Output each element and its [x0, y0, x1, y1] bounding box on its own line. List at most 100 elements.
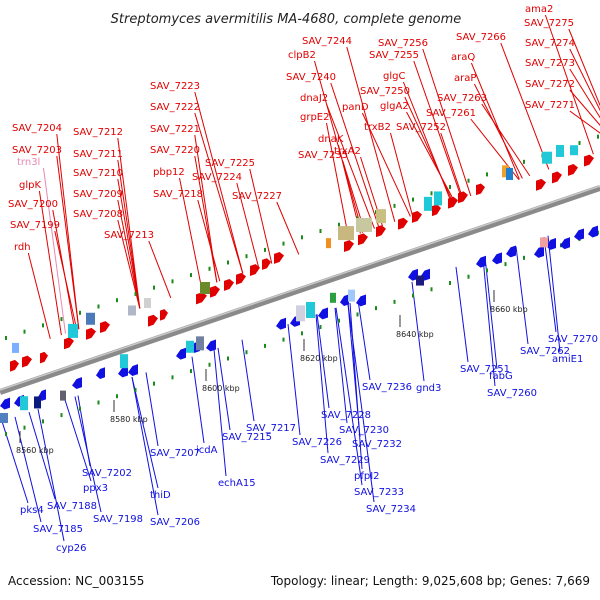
gene-label-cyp26: cyp26	[56, 543, 87, 554]
leader-rdh	[27, 252, 51, 340]
leader-sav_7230	[334, 308, 348, 424]
forward-gene-arrow	[448, 196, 458, 209]
leader-sav_7213	[148, 240, 172, 299]
reverse-gene-arrow	[476, 255, 486, 268]
leader-glpk	[38, 190, 62, 336]
tick-dot	[153, 381, 155, 386]
gene-block	[416, 275, 424, 286]
leader-glgc	[402, 81, 452, 203]
gene-label-sav_7261: SAV_7261	[426, 108, 476, 119]
reverse-gene-arrow	[176, 347, 186, 360]
tick-label: 8600 kbp	[202, 384, 240, 393]
gene-label-sav_7275: SAV_7275	[524, 18, 574, 29]
leader-sav_7272	[569, 89, 600, 126]
tick-dot	[134, 387, 137, 392]
gene-label-sav_7217: SAV_7217	[246, 423, 296, 434]
tick-dot	[134, 291, 137, 296]
forward-gene-arrow	[262, 258, 271, 270]
forward-gene-arrow	[86, 327, 96, 340]
forward-gene-arrow	[40, 351, 48, 364]
gene-label-sav_7210: SAV_7210	[73, 168, 123, 179]
gene-label-glgc: glgC	[383, 71, 405, 82]
gene-label-sav_7232: SAV_7232	[352, 439, 402, 450]
gene-label-sav_7221: SAV_7221	[150, 124, 200, 135]
leader-sav_7226	[287, 324, 301, 436]
gene-label-sav_7215: SAV_7215	[222, 432, 272, 443]
leader-sav_7215	[217, 347, 231, 431]
reverse-gene-arrow	[534, 246, 544, 258]
tick-dot	[5, 335, 7, 340]
tick-dot	[97, 400, 100, 405]
gene-label-sav_7202: SAV_7202	[82, 468, 132, 479]
leader-pand	[361, 112, 411, 217]
gene-label-sav_7250: SAV_7250	[360, 86, 410, 97]
gene-label-sav_7188: SAV_7188	[47, 501, 97, 512]
reverse-gene-arrow	[340, 294, 349, 307]
reverse-gene-arrow	[318, 307, 328, 320]
reverse-gene-arrow	[72, 377, 82, 389]
leader-sav_7263	[481, 103, 531, 177]
gene-label-fabg: fabG	[489, 371, 513, 382]
tick-dot	[338, 222, 340, 227]
leader-araq	[470, 62, 520, 180]
gene-label-sav_7230: SAV_7230	[339, 425, 389, 436]
tick-dot	[319, 229, 322, 234]
gene-label-sav_7226: SAV_7226	[292, 437, 342, 448]
leader-sav_7224	[236, 182, 260, 269]
forward-gene-arrow	[458, 191, 468, 204]
gene-label-trxb2: trxB2	[364, 122, 391, 133]
gene-label-trxa2: trxA2	[334, 146, 361, 157]
gene-label-sav_7222: SAV_7222	[150, 102, 200, 113]
accession-text: Accession: NC_003155	[8, 574, 144, 588]
leader-sav_7244	[346, 46, 396, 222]
gene-label-glpk: glpK	[19, 180, 41, 191]
leader-sav_7251	[455, 266, 469, 363]
leader-sav_7188	[28, 411, 56, 500]
leader-sav_7274	[569, 48, 600, 112]
tick-dot	[282, 241, 285, 246]
tick-dot	[190, 369, 192, 374]
gene-label-sav_7271: SAV_7271	[525, 100, 575, 111]
leader-sav_7198	[74, 396, 102, 513]
forward-gene-arrow	[100, 321, 110, 333]
gene-label-sav_7209: SAV_7209	[73, 189, 123, 200]
leader-gnd3	[411, 281, 425, 382]
forward-gene-arrow	[552, 171, 562, 184]
gene-label-sav_7227: SAV_7227	[232, 191, 282, 202]
forward-gene-arrow	[536, 178, 546, 191]
tick-dot	[393, 203, 396, 208]
gene-label-sav_7213: SAV_7213	[104, 230, 154, 241]
tick-dot	[79, 406, 81, 411]
tick-dot	[486, 172, 488, 177]
leader-sav_7206	[131, 377, 159, 516]
reverse-gene-arrow	[492, 252, 502, 265]
tick-dot	[42, 323, 44, 328]
tick-dot	[523, 159, 525, 164]
leader-sav_7236	[357, 300, 371, 381]
tick-label: 8660 kbp	[490, 305, 528, 314]
leader-sav_7233	[335, 307, 363, 486]
reverse-gene-arrow	[574, 228, 584, 241]
forward-gene-arrow	[358, 233, 368, 246]
reverse-gene-arrow	[118, 365, 128, 378]
forward-gene-arrow	[476, 183, 485, 196]
map-title: Streptomyces avermitilis MA-4680, comple…	[111, 12, 462, 27]
tick-dot	[245, 254, 248, 259]
leader-dnaj2	[326, 103, 375, 229]
forward-gene-arrow	[148, 314, 158, 327]
gene-block	[434, 191, 442, 206]
leader-sav_7271	[569, 110, 600, 134]
forward-gene-arrow	[210, 285, 220, 298]
gene-block	[12, 342, 19, 353]
gene-block	[0, 413, 8, 423]
gene-block	[376, 209, 386, 224]
tick-label: 8640 kbp	[396, 330, 434, 339]
gene-block	[502, 165, 509, 178]
leader-sav_7220	[194, 155, 218, 283]
forward-gene-arrow	[344, 240, 354, 253]
leader-sav_7212	[117, 137, 141, 309]
gene-label-sav_7200: SAV_7200	[8, 199, 58, 210]
gene-block	[540, 237, 548, 248]
tick-dot	[504, 262, 507, 267]
